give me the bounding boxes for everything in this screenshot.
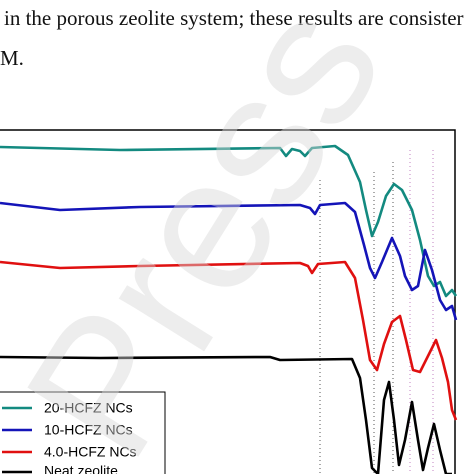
body-text-line: in the porous zeolite system; these resu…: [4, 6, 464, 30]
plot-frame: [0, 129, 456, 474]
body-text-line: M.: [0, 46, 24, 70]
legend-label: Neat zeolite: [44, 463, 118, 474]
spectrum-curve: [0, 260, 458, 421]
legend-label: 20-HCFZ NCs: [44, 400, 133, 416]
watermark: Press: [0, 0, 422, 474]
spectrum-curve: [0, 201, 458, 321]
legend-label: 10-HCFZ NCs: [44, 422, 133, 438]
spectrum-curve: [0, 355, 452, 474]
legend-label: 4.0-HCFZ NCs: [44, 444, 137, 460]
spectrum-curve: [0, 144, 458, 298]
legend-box: [0, 391, 166, 474]
